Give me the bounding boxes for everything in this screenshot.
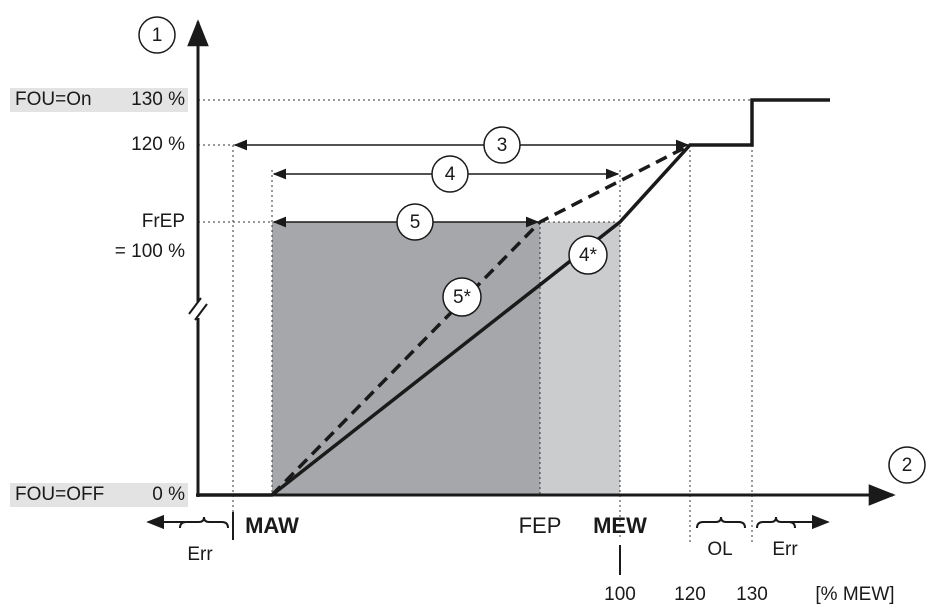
label-bg (10, 88, 188, 112)
x-label: Err (187, 544, 213, 565)
y-label: 130 % (131, 89, 185, 110)
x-label: Err (772, 539, 798, 560)
x-label: 120 (674, 584, 706, 605)
brace (179, 516, 229, 529)
marker-circle (442, 277, 482, 317)
marker-label: 5 (410, 212, 421, 233)
marker-circle (888, 446, 926, 484)
marker-label: 4 (445, 164, 456, 185)
marker-circle (483, 126, 521, 164)
marker-circle (431, 155, 469, 193)
x-label: MAW (245, 513, 299, 538)
marker-circle (568, 235, 608, 275)
y-label: = 100 % (115, 241, 185, 262)
marker-circle (138, 16, 176, 54)
brace (696, 516, 746, 529)
y-label: 0 % (152, 484, 185, 505)
marker-label: 2 (902, 455, 913, 476)
axis-break (188, 302, 208, 318)
x-label: FEP (519, 513, 562, 538)
x-label: [% MEW] (815, 584, 894, 605)
marker-label: 5* (453, 287, 472, 308)
characteristic-dashed (270, 143, 691, 497)
marker-label: 1 (152, 25, 163, 46)
y-label: FOU=On (15, 89, 92, 110)
axis-break-mark (188, 297, 208, 321)
marker-label: 4* (579, 245, 598, 266)
x-label: OL (707, 539, 732, 560)
y-label: 120 % (131, 134, 185, 155)
y-label: FOU=OFF (15, 484, 104, 505)
marker-circle (396, 203, 434, 241)
marker-label: 3 (497, 135, 508, 156)
x-label: 130 (736, 584, 768, 605)
brace (756, 516, 796, 529)
label-bg (10, 483, 188, 507)
y-label: FrEP (142, 211, 185, 232)
x-label: 100 (604, 584, 636, 605)
